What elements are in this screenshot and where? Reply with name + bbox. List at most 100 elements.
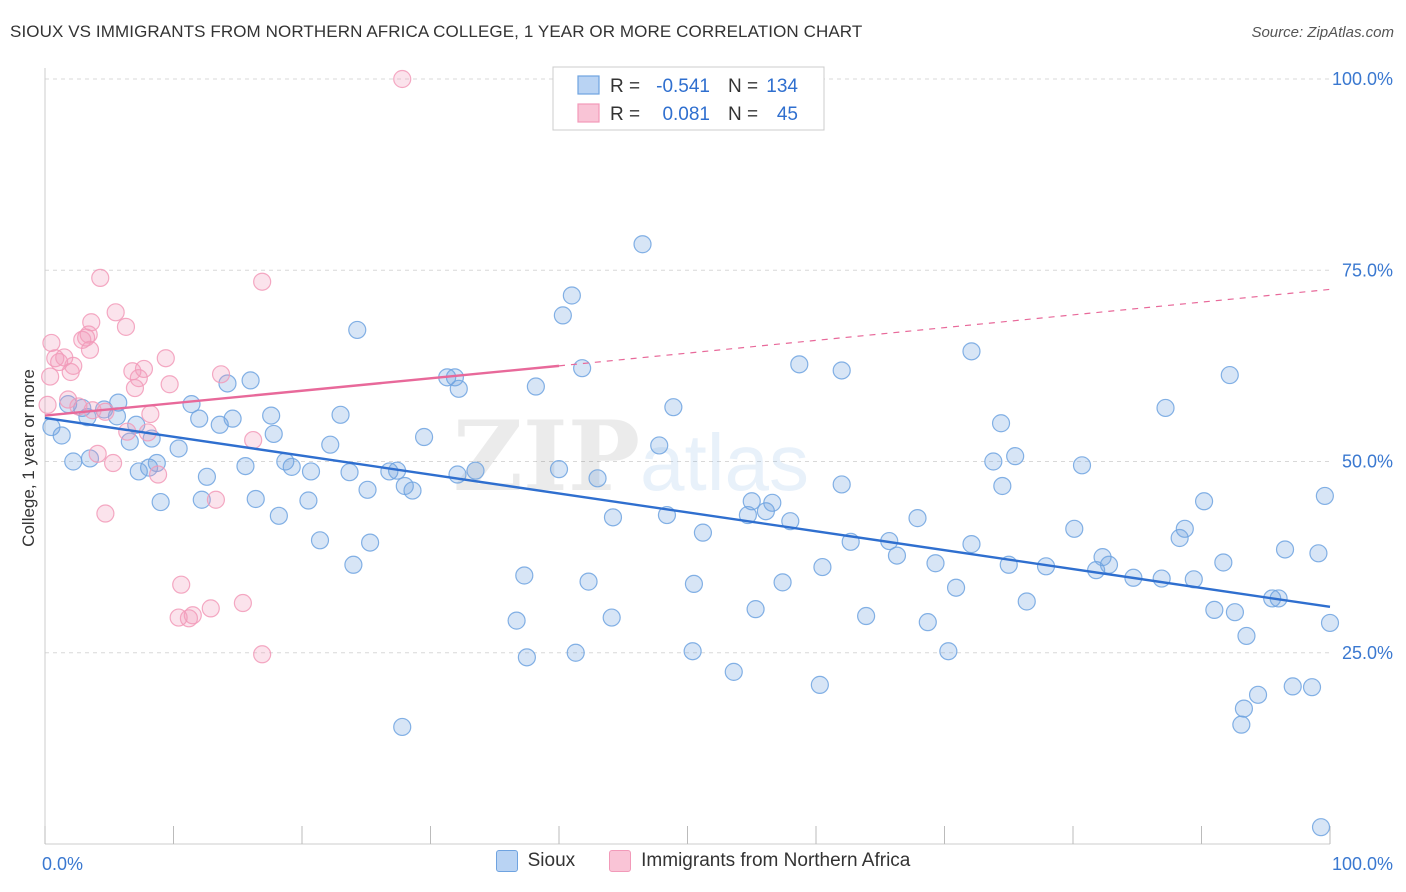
sioux-point-128	[344, 555, 363, 574]
sioux-point-106	[1156, 398, 1175, 418]
x-tick-label-1: 100.0%	[1332, 854, 1393, 874]
stats-r-label-2: R =	[610, 104, 640, 125]
stats-n-label-1: N =	[728, 76, 758, 97]
sioux-point-69	[738, 505, 757, 525]
sioux-point-30	[301, 462, 321, 481]
immigrants-point-16	[91, 268, 110, 287]
immigrants-point-8	[69, 397, 88, 416]
sioux-point-59	[602, 608, 621, 627]
sioux-point-20	[223, 409, 242, 428]
legend-label-immigrants: Immigrants from Northern Africa	[641, 850, 911, 871]
sioux-point-127	[1311, 818, 1331, 837]
immigrants-point-14	[82, 313, 101, 332]
sioux-point-14	[151, 492, 170, 512]
series-legend: Sioux Immigrants from Northern Africa	[0, 850, 1406, 872]
sioux-point-70	[742, 492, 761, 511]
sioux-point-90	[962, 535, 981, 554]
sioux-point-1	[52, 426, 71, 445]
source-label: Source: ZipAtlas.com	[1251, 24, 1394, 41]
legend-item-sioux: Sioux	[495, 850, 575, 872]
sioux-point-15	[169, 439, 188, 458]
x-tick-label-0: 0.0%	[42, 854, 83, 874]
sioux-point-75	[781, 512, 800, 531]
immigrants-point-28	[141, 404, 160, 424]
sioux-point-121	[1275, 540, 1295, 559]
sioux-point-84	[887, 546, 907, 565]
immigrants-point-18	[104, 453, 123, 473]
sioux-point-93	[993, 476, 1012, 496]
sioux-point-35	[348, 320, 367, 340]
sioux-point-17	[190, 409, 209, 428]
y-axis-label: College, 1 year or more	[19, 369, 38, 547]
immigrants-point-32	[169, 608, 188, 627]
immigrants-point-1	[42, 333, 61, 353]
sioux-point-64	[664, 398, 683, 417]
chart-title: SIOUX VS IMMIGRANTS FROM NORTHERN AFRICA…	[10, 22, 863, 41]
stats-n-value-1: 134	[766, 76, 798, 97]
stats-swatch-sioux	[577, 75, 600, 95]
immigrants-point-41	[253, 645, 272, 664]
sioux-point-55	[566, 643, 585, 662]
sioux-point-2	[64, 452, 83, 471]
sioux-point-56	[573, 359, 592, 378]
immigrants-point-24	[125, 378, 145, 398]
sioux-point-51	[526, 377, 545, 396]
sioux-point-107	[1170, 528, 1189, 548]
sioux-point-33	[331, 405, 350, 424]
sioux-point-29	[299, 491, 318, 510]
immigrants-point-42	[253, 272, 272, 291]
immigrants-point-36	[201, 599, 220, 618]
sioux-point-54	[562, 286, 581, 305]
y-tick-label-0: 100.0%	[1332, 69, 1393, 89]
sioux-point-115	[1232, 715, 1251, 734]
axes	[44, 68, 1331, 845]
tick-labels: 100.0% 75.0% 50.0% 25.0% 0.0% 100.0%	[42, 69, 1393, 874]
sioux-point-58	[588, 469, 607, 488]
sioux-point-32	[321, 435, 340, 454]
sioux-point-100	[1072, 456, 1092, 475]
immigrants-trend-extension	[558, 288, 1331, 367]
sioux-point-66	[684, 574, 704, 594]
sioux-point-9	[129, 462, 148, 481]
sioux-point-118	[1248, 685, 1268, 704]
watermark: ZIP atlas	[453, 400, 809, 513]
sioux-point-61	[633, 235, 652, 254]
immigrants-point-5	[59, 390, 78, 409]
sioux-point-113	[1220, 365, 1239, 385]
sioux-point-57	[579, 572, 598, 591]
sioux-point-49	[507, 611, 526, 630]
immigrants-point-0	[41, 367, 60, 386]
sioux-point-18	[192, 490, 211, 509]
sioux-point-62	[650, 436, 669, 455]
sioux-point-89	[946, 578, 966, 597]
sioux-point-131	[218, 374, 237, 393]
watermark-zip: ZIP	[453, 400, 640, 513]
sioux-point-73	[763, 493, 782, 512]
sioux-point-26	[264, 424, 283, 444]
sioux-point-74	[773, 573, 792, 592]
immigrants-point-31	[160, 375, 179, 394]
legend-item-immigrants: Immigrants from Northern Africa	[609, 850, 910, 872]
immigrants-point-25	[129, 369, 148, 388]
immigrants-point-29	[148, 465, 168, 484]
sioux-point-126	[1320, 613, 1340, 633]
immigrants-point-17	[96, 402, 115, 421]
sioux-trend-line	[44, 416, 1331, 609]
sioux-point-111	[1205, 600, 1224, 620]
grid	[45, 78, 1330, 654]
immigrants-point-38	[211, 365, 231, 384]
immigrants-point-44	[38, 395, 57, 414]
sioux-point-91	[962, 342, 981, 361]
sioux-point-123	[1302, 678, 1322, 697]
sioux-point-41	[414, 427, 434, 447]
sioux-point-110	[1194, 492, 1214, 511]
immigrants-point-15	[88, 444, 107, 463]
sioux-point-85	[908, 509, 927, 528]
immigrants-point-19	[96, 504, 115, 523]
sioux-point-34	[340, 463, 359, 482]
sioux-point-116	[1234, 699, 1254, 718]
watermark-atlas: atlas	[640, 418, 809, 507]
sioux-point-47	[466, 461, 485, 480]
stats-swatch-immigrants	[577, 103, 600, 123]
immigrants-point-20	[106, 303, 125, 322]
